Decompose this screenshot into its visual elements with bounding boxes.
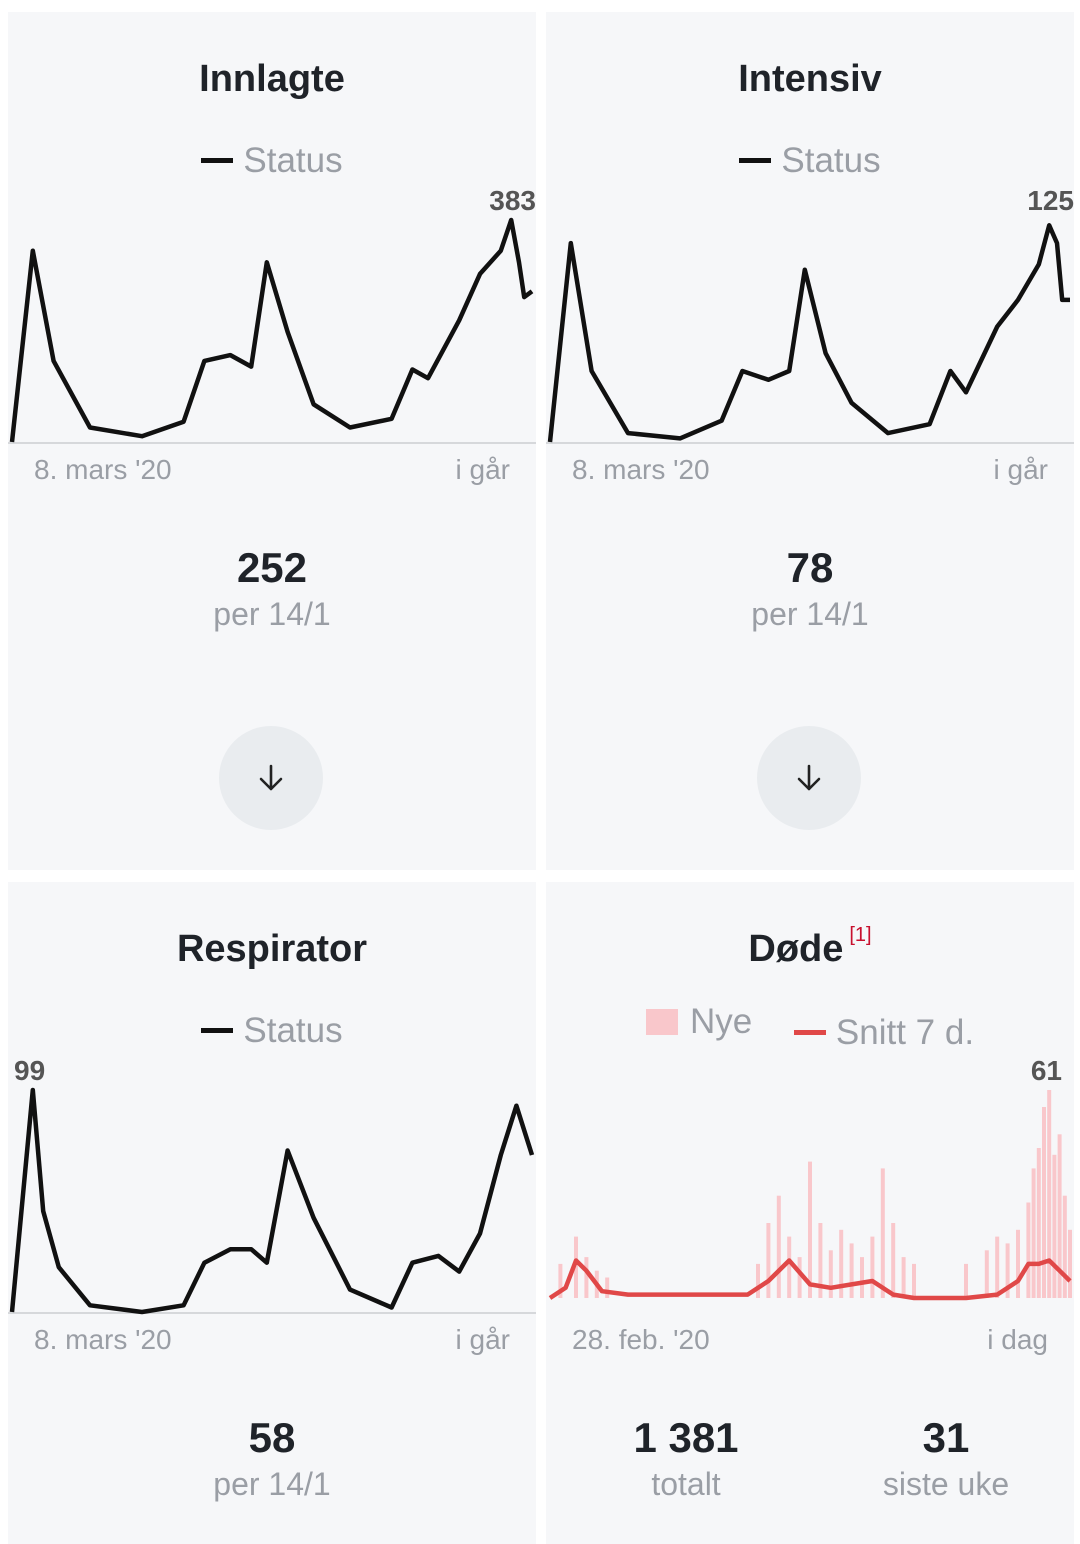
- legend-label: Status: [243, 1010, 343, 1050]
- deaths-bar: [1062, 1195, 1067, 1298]
- x-axis-end: i dag: [987, 1324, 1048, 1355]
- max-label: 99: [14, 1055, 45, 1086]
- deaths-bar: [1052, 1154, 1057, 1298]
- card-dode: Døde [1] Nye Snitt 7 d. 61 28. feb. '20 i…: [546, 882, 1074, 1544]
- max-label: 383: [489, 185, 536, 216]
- deaths-bar: [849, 1243, 854, 1298]
- deaths-bar: [912, 1263, 916, 1298]
- card-innlagte: Innlagte Status 383 8. mars '20 i går 25…: [8, 12, 536, 870]
- max-label: 61: [1031, 1055, 1062, 1086]
- deaths-bar: [605, 1277, 610, 1298]
- deaths-bar: [1057, 1134, 1062, 1298]
- deaths-bar: [1026, 1202, 1031, 1298]
- arrow-down-icon: [797, 764, 821, 791]
- legend-label-avg: Snitt 7 d.: [835, 1012, 975, 1052]
- deaths-bar: [756, 1263, 760, 1298]
- status-line: [9, 1087, 535, 1315]
- chart-intensiv: 125: [546, 183, 1074, 444]
- deaths-avg-line: [548, 1258, 1072, 1301]
- deaths-bar: [558, 1263, 563, 1298]
- deaths-bar: [839, 1229, 844, 1298]
- x-axis-start: 8. mars '20: [34, 454, 172, 485]
- card-title: Innlagte: [199, 58, 345, 100]
- legend-line-swatch: [201, 1028, 234, 1033]
- deaths-bar: [808, 1161, 812, 1298]
- legend-label: Status: [781, 140, 881, 180]
- legend: Status: [546, 132, 1074, 181]
- deaths-bar: [818, 1223, 823, 1298]
- legend-bar-swatch: [645, 1009, 678, 1035]
- footnote-link[interactable]: [1]: [849, 924, 872, 946]
- chart-innlagte: 383: [8, 183, 536, 444]
- stat-total: 1 381 totalt: [576, 1414, 796, 1504]
- deaths-bar: [787, 1236, 792, 1298]
- deaths-bar: [870, 1236, 875, 1298]
- stat-value: 78: [786, 544, 834, 591]
- deaths-bar: [964, 1263, 968, 1298]
- stat-value: 1 381: [633, 1414, 739, 1461]
- deaths-bar: [1068, 1229, 1072, 1298]
- deaths-bar: [860, 1257, 864, 1298]
- status-line: [547, 223, 1070, 443]
- deaths-bar: [1031, 1168, 1036, 1298]
- deaths-bar: [574, 1236, 578, 1298]
- x-axis-end: i går: [993, 454, 1048, 485]
- deaths-bar: [1036, 1148, 1041, 1298]
- status-line: [9, 217, 534, 443]
- max-label: 125: [1027, 185, 1074, 216]
- stat-week: 31 siste uke: [836, 1414, 1056, 1504]
- x-axis-start: 28. feb. '20: [572, 1324, 710, 1355]
- deaths-bar: [891, 1223, 896, 1298]
- arrow-down-icon: [259, 764, 283, 791]
- card-title-text: Døde: [748, 928, 844, 970]
- chart-dode: 61: [548, 1053, 1072, 1301]
- stat-current: 252 per 14/1: [8, 544, 536, 634]
- x-axis-end: i går: [455, 1324, 510, 1355]
- chart-respirator: 99: [8, 1053, 536, 1315]
- deaths-bar: [584, 1257, 589, 1298]
- deaths-bar: [1016, 1229, 1020, 1298]
- deaths-bars: [558, 1090, 1072, 1298]
- stat-date: per 14/1: [213, 1466, 331, 1502]
- legend-line-swatch: [201, 158, 234, 163]
- expand-button[interactable]: [757, 726, 861, 830]
- deaths-bar: [1047, 1090, 1052, 1298]
- legend-line-swatch: [793, 1030, 826, 1035]
- legend-line-swatch: [739, 158, 772, 163]
- deaths-bar: [776, 1195, 781, 1298]
- card-title: Døde [1]: [546, 924, 1074, 971]
- card-respirator: Respirator Status 99 8. mars '20 i går 5…: [8, 882, 536, 1544]
- stat-date: per 14/1: [213, 596, 331, 632]
- legend: Status: [8, 1002, 536, 1051]
- x-axis-end: i går: [455, 454, 510, 485]
- deaths-bar: [766, 1223, 771, 1298]
- card-title: Intensiv: [738, 58, 882, 100]
- stat-value: 58: [248, 1414, 296, 1461]
- legend: Nye Snitt 7 d.: [546, 1002, 1074, 1053]
- deaths-bar: [797, 1257, 802, 1298]
- expand-button[interactable]: [219, 726, 323, 830]
- deaths-bar: [901, 1257, 906, 1298]
- x-axis-start: 8. mars '20: [34, 1324, 172, 1355]
- deaths-bar: [984, 1250, 989, 1298]
- legend-label-bars: Nye: [689, 1002, 753, 1041]
- deaths-bar: [880, 1168, 885, 1298]
- deaths-bar: [995, 1236, 1000, 1298]
- deaths-bar: [828, 1250, 833, 1298]
- stat-current: 78 per 14/1: [546, 544, 1074, 634]
- deaths-bar: [1005, 1243, 1010, 1298]
- legend: Status: [8, 132, 536, 181]
- card-title: Respirator: [176, 928, 368, 970]
- deaths-bar: [1042, 1107, 1046, 1298]
- x-axis-start: 8. mars '20: [572, 454, 710, 485]
- stat-label: siste uke: [882, 1466, 1010, 1502]
- stat-value: 252: [236, 544, 308, 591]
- stat-label: totalt: [651, 1466, 721, 1502]
- stat-date: per 14/1: [751, 596, 869, 632]
- legend-label: Status: [243, 140, 343, 180]
- stat-current: 58 per 14/1: [8, 1414, 536, 1504]
- card-intensiv: Intensiv Status 125 8. mars '20 i går 78…: [546, 12, 1074, 870]
- stat-value: 31: [922, 1414, 970, 1461]
